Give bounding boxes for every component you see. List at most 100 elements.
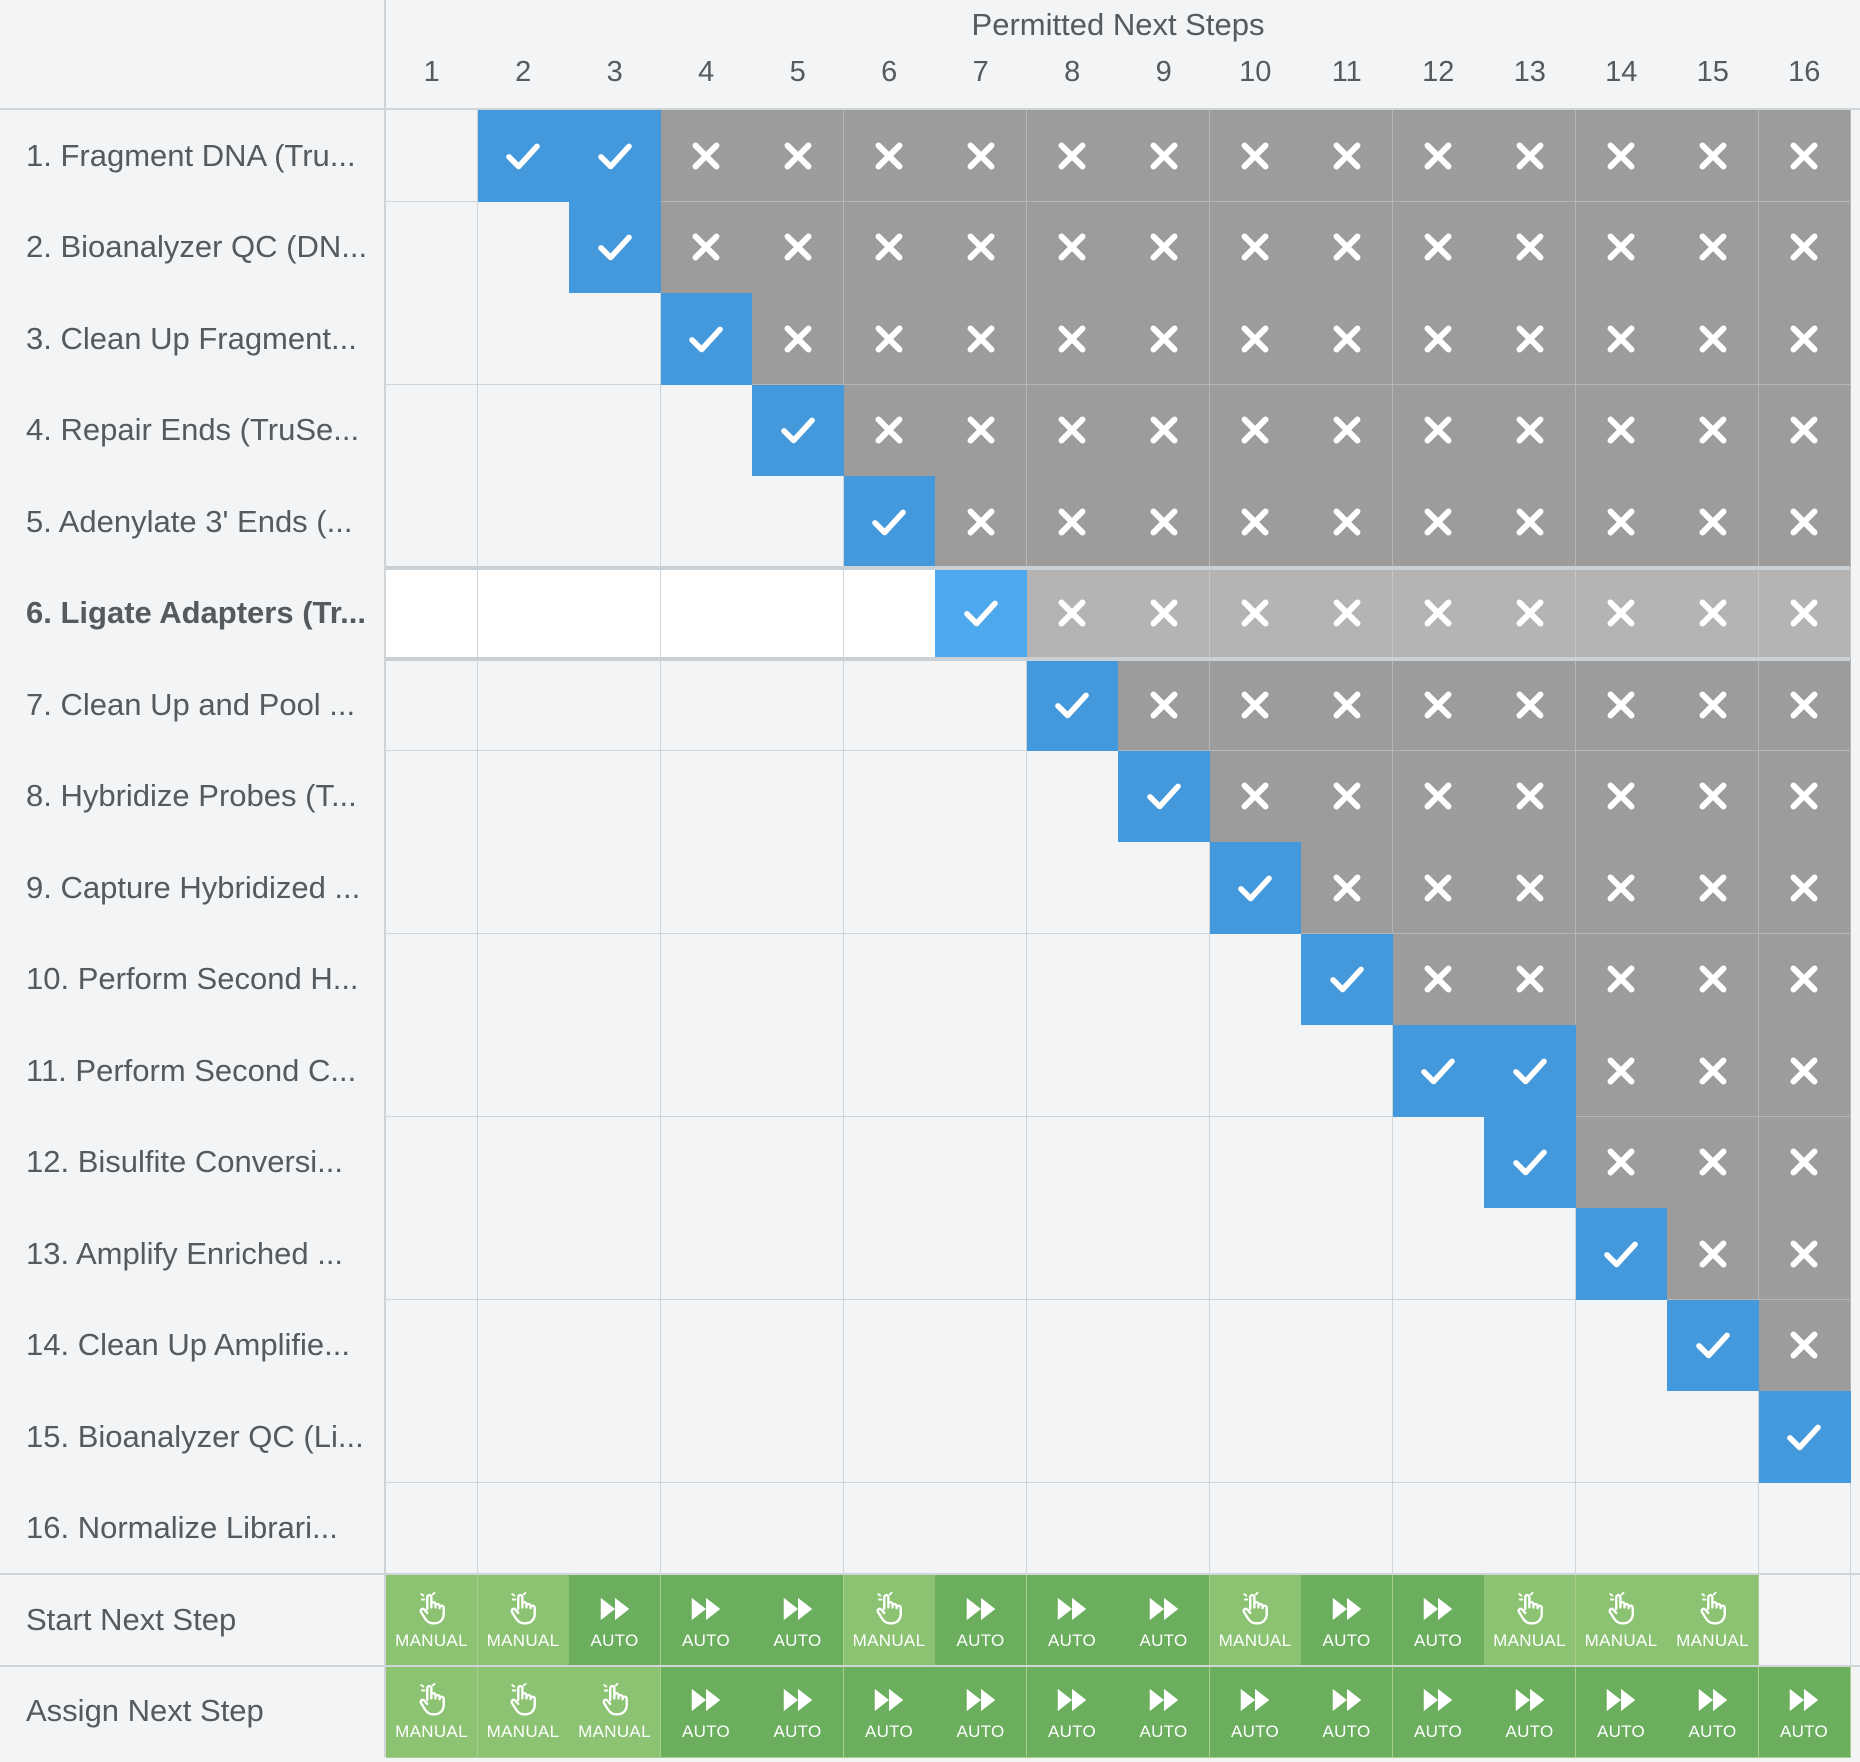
cell-5-15[interactable]	[1667, 476, 1759, 568]
cell-15-10[interactable]	[1209, 1391, 1302, 1483]
cell-8-8[interactable]	[1026, 750, 1119, 843]
cell-5-14[interactable]	[1575, 476, 1668, 568]
cell-7-14[interactable]	[1575, 659, 1668, 751]
cell-13-16[interactable]	[1758, 1208, 1851, 1300]
cell-16-3[interactable]	[569, 1482, 661, 1575]
cell-3-11[interactable]	[1301, 293, 1393, 385]
cell-14-11[interactable]	[1301, 1299, 1393, 1392]
cell-10-13[interactable]	[1484, 933, 1576, 1026]
cell-7-4[interactable]	[660, 659, 753, 751]
cell-11-12[interactable]	[1392, 1025, 1485, 1117]
cell-5-9[interactable]	[1118, 476, 1210, 568]
cell-6-13[interactable]	[1484, 567, 1576, 660]
cell-8-6[interactable]	[843, 750, 936, 843]
start-next-step-toggle-4[interactable]: AUTO	[660, 1574, 753, 1666]
cell-11-1[interactable]	[386, 1025, 478, 1117]
cell-13-14[interactable]	[1575, 1208, 1668, 1300]
cell-9-10[interactable]	[1209, 842, 1302, 934]
cell-14-2[interactable]	[477, 1299, 570, 1392]
cell-7-5[interactable]	[752, 659, 844, 751]
assign-next-step-toggle-2[interactable]: MANUAL	[477, 1665, 570, 1758]
cell-4-1[interactable]	[386, 384, 478, 477]
cell-14-9[interactable]	[1118, 1299, 1210, 1392]
cell-4-6[interactable]	[843, 384, 936, 477]
cell-11-7[interactable]	[935, 1025, 1027, 1117]
cell-3-3[interactable]	[569, 293, 661, 385]
cell-3-10[interactable]	[1209, 293, 1302, 385]
cell-5-12[interactable]	[1392, 476, 1485, 568]
start-next-step-toggle-14[interactable]: MANUAL	[1575, 1574, 1668, 1666]
cell-13-2[interactable]	[477, 1208, 570, 1300]
cell-15-6[interactable]	[843, 1391, 936, 1483]
cell-3-7[interactable]	[935, 293, 1027, 385]
cell-4-2[interactable]	[477, 384, 570, 477]
cell-2-12[interactable]	[1392, 201, 1485, 294]
cell-6-5[interactable]	[752, 567, 844, 660]
cell-16-1[interactable]	[386, 1482, 478, 1575]
cell-2-9[interactable]	[1118, 201, 1210, 294]
assign-next-step-toggle-8[interactable]: AUTO	[1026, 1665, 1119, 1758]
cell-12-13[interactable]	[1484, 1116, 1576, 1209]
cell-2-7[interactable]	[935, 201, 1027, 294]
cell-9-2[interactable]	[477, 842, 570, 934]
cell-4-11[interactable]	[1301, 384, 1393, 477]
start-next-step-toggle-6[interactable]: MANUAL	[843, 1574, 936, 1666]
cell-16-4[interactable]	[660, 1482, 753, 1575]
cell-10-5[interactable]	[752, 933, 844, 1026]
cell-13-9[interactable]	[1118, 1208, 1210, 1300]
cell-3-6[interactable]	[843, 293, 936, 385]
cell-5-4[interactable]	[660, 476, 753, 568]
cell-1-3[interactable]	[569, 110, 661, 202]
cell-13-7[interactable]	[935, 1208, 1027, 1300]
cell-8-1[interactable]	[386, 750, 478, 843]
cell-12-4[interactable]	[660, 1116, 753, 1209]
cell-9-8[interactable]	[1026, 842, 1119, 934]
cell-14-7[interactable]	[935, 1299, 1027, 1392]
start-next-step-toggle-8[interactable]: AUTO	[1026, 1574, 1119, 1666]
cell-16-12[interactable]	[1392, 1482, 1485, 1575]
cell-3-15[interactable]	[1667, 293, 1759, 385]
cell-8-10[interactable]	[1209, 750, 1302, 843]
cell-1-12[interactable]	[1392, 110, 1485, 202]
assign-next-step-toggle-10[interactable]: AUTO	[1209, 1665, 1302, 1758]
cell-14-12[interactable]	[1392, 1299, 1485, 1392]
cell-11-5[interactable]	[752, 1025, 844, 1117]
cell-4-16[interactable]	[1758, 384, 1851, 477]
cell-1-6[interactable]	[843, 110, 936, 202]
start-next-step-toggle-7[interactable]: AUTO	[935, 1574, 1027, 1666]
cell-7-6[interactable]	[843, 659, 936, 751]
assign-next-step-toggle-5[interactable]: AUTO	[752, 1665, 844, 1758]
cell-5-1[interactable]	[386, 476, 478, 568]
cell-1-15[interactable]	[1667, 110, 1759, 202]
cell-9-15[interactable]	[1667, 842, 1759, 934]
cell-10-2[interactable]	[477, 933, 570, 1026]
cell-7-11[interactable]	[1301, 659, 1393, 751]
cell-10-3[interactable]	[569, 933, 661, 1026]
start-next-step-toggle-10[interactable]: MANUAL	[1209, 1574, 1302, 1666]
cell-6-8[interactable]	[1026, 567, 1119, 660]
cell-16-14[interactable]	[1575, 1482, 1668, 1575]
cell-5-6[interactable]	[843, 476, 936, 568]
cell-9-11[interactable]	[1301, 842, 1393, 934]
start-next-step-toggle-5[interactable]: AUTO	[752, 1574, 844, 1666]
cell-12-3[interactable]	[569, 1116, 661, 1209]
cell-1-9[interactable]	[1118, 110, 1210, 202]
cell-13-3[interactable]	[569, 1208, 661, 1300]
cell-12-15[interactable]	[1667, 1116, 1759, 1209]
cell-14-5[interactable]	[752, 1299, 844, 1392]
cell-5-10[interactable]	[1209, 476, 1302, 568]
cell-5-3[interactable]	[569, 476, 661, 568]
cell-1-16[interactable]	[1758, 110, 1851, 202]
cell-6-16[interactable]	[1758, 567, 1851, 660]
cell-9-6[interactable]	[843, 842, 936, 934]
cell-8-7[interactable]	[935, 750, 1027, 843]
cell-8-15[interactable]	[1667, 750, 1759, 843]
cell-12-6[interactable]	[843, 1116, 936, 1209]
cell-10-14[interactable]	[1575, 933, 1668, 1026]
cell-10-7[interactable]	[935, 933, 1027, 1026]
assign-next-step-toggle-13[interactable]: AUTO	[1484, 1665, 1576, 1758]
cell-6-4[interactable]	[660, 567, 753, 660]
cell-12-16[interactable]	[1758, 1116, 1851, 1209]
cell-11-14[interactable]	[1575, 1025, 1668, 1117]
cell-12-9[interactable]	[1118, 1116, 1210, 1209]
